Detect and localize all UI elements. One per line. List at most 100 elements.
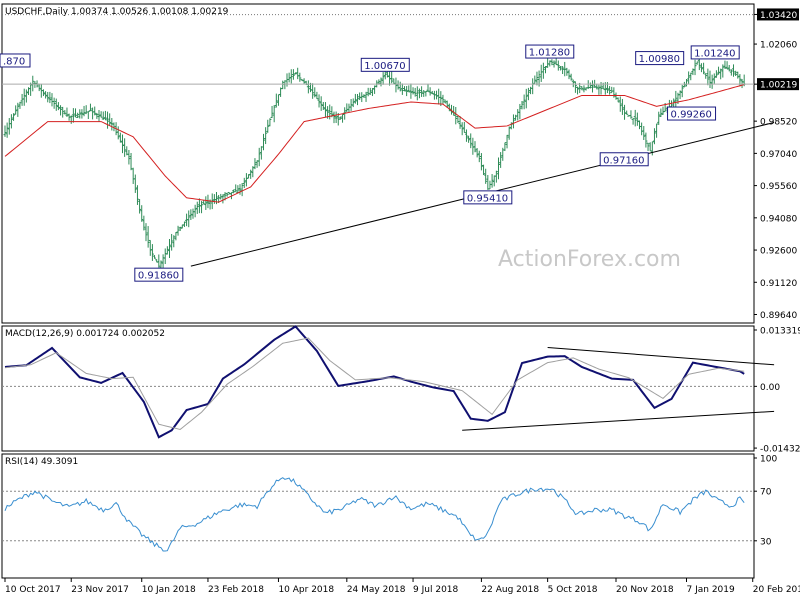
price-bar	[142, 215, 146, 231]
price-callout-label: 1.01280	[529, 48, 570, 59]
price-bar	[300, 79, 304, 81]
price-bar	[59, 105, 63, 116]
price-callout-label: 0.97160	[603, 155, 644, 166]
price-bar	[580, 86, 584, 91]
price-bar	[313, 87, 317, 98]
price-bar	[620, 98, 624, 115]
price-bar	[657, 111, 661, 125]
price-bar	[535, 71, 539, 86]
price-bar	[618, 96, 622, 112]
price-bar	[623, 104, 627, 120]
price-bar	[426, 83, 430, 92]
price-bar	[640, 122, 644, 136]
macd-lower-trendline	[462, 410, 775, 431]
price-bar	[14, 105, 18, 115]
price-bar	[206, 194, 210, 209]
pane-frame-1	[1, 325, 755, 452]
price-bar	[403, 86, 406, 92]
price-bar	[526, 87, 530, 101]
price-bar	[86, 110, 90, 120]
pane-frame-0	[1, 3, 755, 324]
price-bar	[95, 112, 99, 119]
price-callout-box	[360, 57, 410, 72]
price-bar	[539, 64, 543, 82]
y-tick-highlight	[757, 78, 799, 91]
price-bar	[101, 111, 105, 120]
price-bar	[121, 134, 124, 154]
price-bar	[146, 226, 150, 248]
price-bar	[118, 132, 122, 143]
price-bar	[63, 110, 67, 115]
price-bar	[381, 72, 385, 85]
price-bar	[178, 226, 182, 232]
price-bar	[486, 175, 490, 190]
price-bar	[719, 68, 723, 80]
price-bar	[225, 192, 229, 197]
price-bar	[492, 175, 496, 187]
price-bar	[648, 142, 652, 152]
price-bar	[334, 111, 338, 123]
price-bar	[725, 61, 729, 70]
price-bar	[321, 102, 325, 110]
price-bar	[3, 125, 7, 137]
y-tick-label: 1.03420	[760, 11, 797, 21]
price-bar	[97, 110, 101, 122]
y-tick-label: 0.95560	[760, 182, 797, 192]
price-bar	[704, 73, 708, 79]
y-tick-label: 1.00219	[760, 81, 797, 91]
x-tick-label: 23 Feb 2018	[208, 585, 264, 595]
price-bar	[9, 114, 13, 129]
price-bar	[691, 68, 695, 76]
price-bar	[706, 68, 710, 86]
price-bar	[582, 85, 586, 93]
price-bar	[443, 99, 447, 104]
x-tick-label: 9 Jul 2018	[413, 585, 458, 595]
price-bar	[48, 91, 52, 104]
price-bar	[471, 137, 475, 155]
price-bar	[323, 102, 327, 118]
price-bar	[484, 168, 488, 184]
moving-average-line	[4, 84, 745, 203]
price-bar	[157, 254, 161, 268]
price-bar	[193, 204, 197, 218]
price-bar	[415, 86, 419, 101]
price-bar	[659, 108, 663, 118]
price-bar	[407, 85, 411, 93]
price-bar	[165, 246, 169, 255]
price-bar	[507, 126, 511, 140]
price-bar	[294, 72, 298, 75]
price-bar	[462, 121, 466, 133]
price-bar	[18, 101, 22, 109]
price-bar	[561, 66, 565, 75]
price-bar	[497, 157, 500, 180]
price-bar	[424, 90, 428, 97]
price-bar	[473, 141, 477, 153]
price-bar	[131, 167, 135, 184]
price-bar	[467, 135, 471, 143]
x-tick-label: 5 Oct 2018	[548, 585, 598, 595]
price-callout-box	[599, 152, 649, 167]
price-bar	[82, 105, 86, 117]
price-bar	[714, 70, 718, 78]
pane-title: RSI(14) 49.3091	[5, 457, 78, 467]
price-bar	[362, 94, 366, 98]
y-tick-label: 0.013319	[760, 327, 800, 337]
price-bar	[106, 111, 110, 129]
price-bar	[482, 164, 486, 176]
price-bar	[266, 119, 270, 133]
price-bar	[16, 102, 20, 117]
y-tick-label: 1.02060	[760, 41, 797, 51]
price-bar	[135, 185, 139, 205]
x-tick-label: 20 Feb 2019	[753, 585, 800, 595]
price-bar	[88, 103, 92, 112]
price-bar	[379, 77, 383, 87]
price-bar	[257, 147, 261, 167]
price-bar	[460, 122, 464, 136]
price-bar	[368, 87, 372, 95]
price-callout-box	[463, 190, 513, 205]
price-bar	[708, 70, 712, 89]
price-bar	[646, 142, 650, 151]
price-bar	[240, 183, 244, 197]
x-tick-label: 24 May 2018	[347, 585, 406, 595]
price-bar	[533, 75, 537, 84]
